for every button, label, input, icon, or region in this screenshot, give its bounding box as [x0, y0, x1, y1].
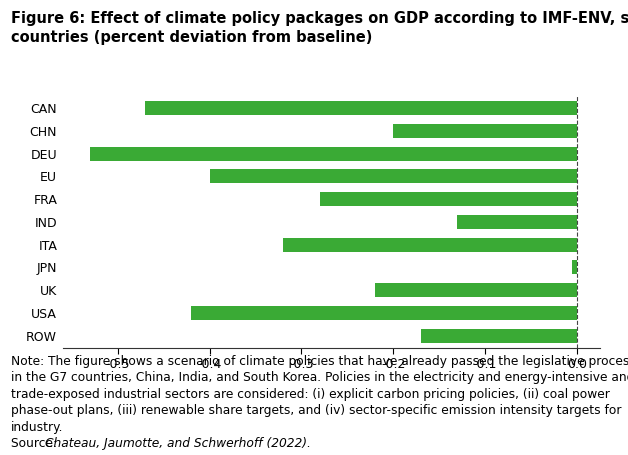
Text: Figure 6: Effect of climate policy packages on GDP according to IMF-ENV, selecte: Figure 6: Effect of climate policy packa…: [11, 11, 628, 45]
Bar: [210, 169, 577, 183]
Bar: [572, 260, 577, 274]
Bar: [192, 306, 577, 320]
Text: Note: The figure shows a scenario of climate policies that have already passed t: Note: The figure shows a scenario of cli…: [11, 355, 628, 434]
Bar: [375, 283, 577, 297]
Bar: [146, 101, 577, 115]
Bar: [90, 147, 577, 161]
Text: Chateau, Jaumotte, and Schwerhoff (2022).: Chateau, Jaumotte, and Schwerhoff (2022)…: [45, 437, 311, 450]
Bar: [320, 192, 577, 206]
Text: Source:: Source:: [11, 437, 61, 450]
Bar: [457, 215, 577, 229]
Bar: [421, 329, 577, 343]
Bar: [283, 238, 577, 252]
Bar: [393, 124, 577, 138]
